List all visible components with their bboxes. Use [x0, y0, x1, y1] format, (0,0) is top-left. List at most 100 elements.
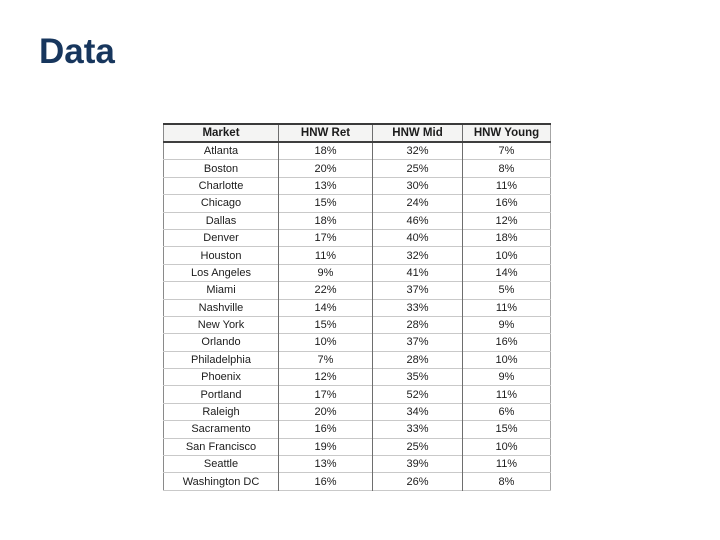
hnw-young-cell: 9%	[462, 315, 551, 334]
hnw-young-cell: 15%	[462, 420, 551, 439]
hnw-young-cell: 10%	[462, 350, 551, 369]
market-cell: Chicago	[163, 194, 279, 213]
hnw-mid-cell: 37%	[372, 281, 463, 300]
market-cell: Orlando	[163, 333, 279, 352]
column-header-hnw-mid: HNW Mid	[372, 124, 463, 143]
hnw-mid-cell: 35%	[372, 368, 463, 386]
hnw-ret-cell: 15%	[278, 194, 373, 213]
hnw-mid-cell: 39%	[372, 455, 463, 473]
hnw-mid-cell: 33%	[372, 298, 463, 317]
hnw-mid-cell: 41%	[372, 263, 463, 282]
hnw-young-cell: 14%	[462, 263, 551, 282]
table-row: Philadelphia 7% 28% 10%	[163, 350, 551, 369]
hnw-mid-cell: 32%	[372, 142, 463, 160]
market-cell: Los Angeles	[163, 263, 279, 282]
hnw-ret-cell: 17%	[278, 385, 373, 404]
hnw-mid-cell: 25%	[372, 159, 463, 178]
hnw-ret-cell: 9%	[278, 263, 373, 282]
hnw-young-cell: 18%	[462, 228, 551, 247]
hnw-mid-cell: 37%	[372, 333, 463, 352]
table-row: Los Angeles 9% 41% 14%	[163, 263, 551, 282]
table-row: Houston 11% 32% 10%	[163, 246, 551, 265]
hnw-young-cell: 6%	[462, 402, 551, 421]
hnw-ret-cell: 14%	[278, 298, 373, 317]
table-body: Atlanta 18% 32% 7% Boston 20% 25% 8% Cha…	[163, 142, 551, 491]
hnw-mid-cell: 40%	[372, 228, 463, 247]
column-header-hnw-young: HNW Young	[462, 124, 551, 143]
table-row: Atlanta 18% 32% 7%	[163, 142, 551, 160]
hnw-young-cell: 7%	[462, 142, 551, 160]
market-cell: Philadelphia	[163, 350, 279, 369]
table-row: Nashville 14% 33% 11%	[163, 298, 551, 317]
hnw-ret-cell: 18%	[278, 142, 373, 160]
table-row: Seattle 13% 39% 11%	[163, 455, 551, 473]
hnw-mid-cell: 34%	[372, 402, 463, 421]
market-cell: San Francisco	[163, 437, 279, 456]
table-row: San Francisco 19% 25% 10%	[163, 437, 551, 456]
hnw-ret-cell: 20%	[278, 159, 373, 178]
market-cell: Charlotte	[163, 176, 279, 195]
hnw-mid-cell: 33%	[372, 420, 463, 439]
hnw-ret-cell: 15%	[278, 315, 373, 334]
hnw-mid-cell: 28%	[372, 315, 463, 334]
market-cell: Denver	[163, 228, 279, 247]
hnw-mid-cell: 32%	[372, 246, 463, 265]
hnw-young-cell: 11%	[462, 298, 551, 317]
hnw-ret-cell: 20%	[278, 402, 373, 421]
table-row: Phoenix 12% 35% 9%	[163, 368, 551, 386]
hnw-mid-cell: 25%	[372, 437, 463, 456]
market-cell: Atlanta	[163, 142, 279, 160]
market-cell: Phoenix	[163, 368, 279, 386]
column-header-hnw-ret: HNW Ret	[278, 124, 373, 143]
market-cell: Houston	[163, 246, 279, 265]
market-cell: Miami	[163, 281, 279, 300]
hnw-ret-cell: 7%	[278, 350, 373, 369]
table-row: Orlando 10% 37% 16%	[163, 333, 551, 352]
hnw-ret-cell: 17%	[278, 228, 373, 247]
data-table: Market HNW Ret HNW Mid HNW Young Atlanta…	[163, 123, 551, 491]
hnw-young-cell: 16%	[462, 194, 551, 213]
table-row: Boston 20% 25% 8%	[163, 159, 551, 178]
hnw-young-cell: 10%	[462, 437, 551, 456]
table-row: Denver 17% 40% 18%	[163, 228, 551, 247]
hnw-ret-cell: 13%	[278, 455, 373, 473]
hnw-ret-cell: 11%	[278, 246, 373, 265]
table-row: Dallas 18% 46% 12%	[163, 211, 551, 230]
table-row: Chicago 15% 24% 16%	[163, 194, 551, 213]
table-row: Portland 17% 52% 11%	[163, 385, 551, 404]
hnw-young-cell: 5%	[462, 281, 551, 300]
market-cell: Dallas	[163, 211, 279, 230]
hnw-young-cell: 12%	[462, 211, 551, 230]
page-title: Data	[39, 32, 115, 71]
hnw-mid-cell: 28%	[372, 350, 463, 369]
market-cell: Nashville	[163, 298, 279, 317]
hnw-ret-cell: 13%	[278, 176, 373, 195]
hnw-ret-cell: 12%	[278, 368, 373, 386]
hnw-ret-cell: 22%	[278, 281, 373, 300]
hnw-young-cell: 11%	[462, 455, 551, 473]
table-row: Charlotte 13% 30% 11%	[163, 176, 551, 195]
table-row: Miami 22% 37% 5%	[163, 281, 551, 300]
market-cell: Portland	[163, 385, 279, 404]
hnw-mid-cell: 52%	[372, 385, 463, 404]
table-row: Sacramento 16% 33% 15%	[163, 420, 551, 439]
hnw-mid-cell: 26%	[372, 472, 463, 491]
market-cell: Seattle	[163, 455, 279, 473]
hnw-young-cell: 10%	[462, 246, 551, 265]
hnw-ret-cell: 16%	[278, 472, 373, 491]
market-cell: Boston	[163, 159, 279, 178]
hnw-ret-cell: 19%	[278, 437, 373, 456]
hnw-mid-cell: 24%	[372, 194, 463, 213]
hnw-young-cell: 16%	[462, 333, 551, 352]
hnw-young-cell: 8%	[462, 159, 551, 178]
hnw-mid-cell: 46%	[372, 211, 463, 230]
market-cell: New York	[163, 315, 279, 334]
table-header-row: Market HNW Ret HNW Mid HNW Young	[163, 124, 551, 143]
hnw-ret-cell: 18%	[278, 211, 373, 230]
table-row: New York 15% 28% 9%	[163, 315, 551, 334]
table-row: Raleigh 20% 34% 6%	[163, 402, 551, 421]
hnw-mid-cell: 30%	[372, 176, 463, 195]
hnw-ret-cell: 10%	[278, 333, 373, 352]
market-cell: Sacramento	[163, 420, 279, 439]
